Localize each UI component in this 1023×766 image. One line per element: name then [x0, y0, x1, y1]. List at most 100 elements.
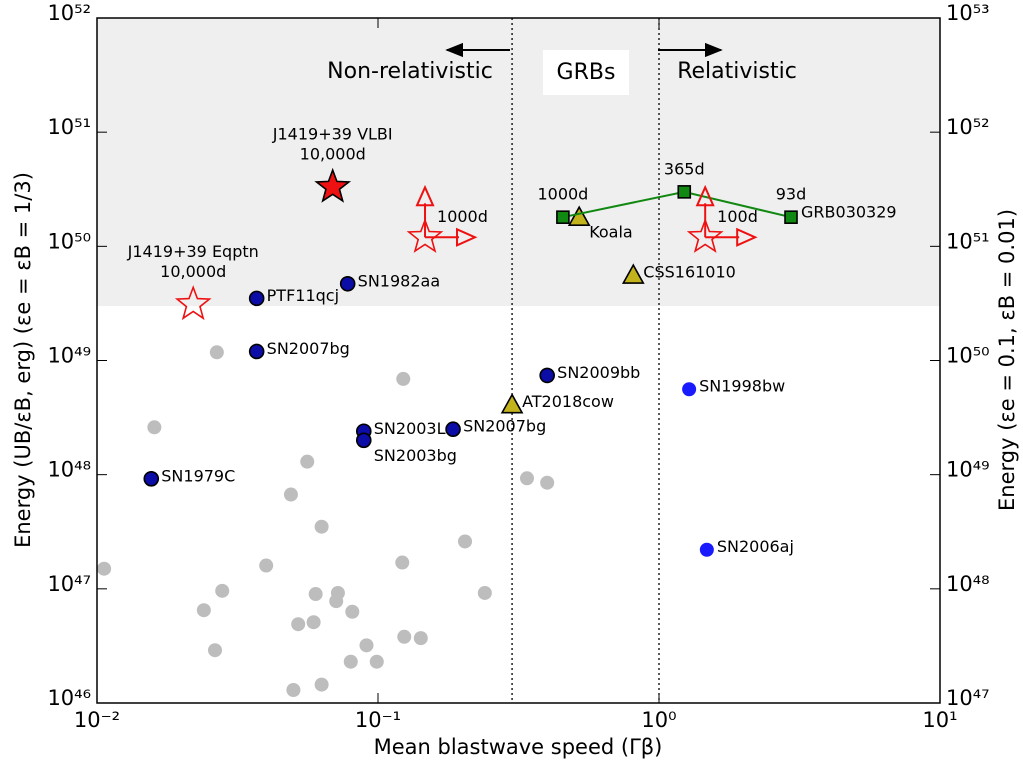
point — [97, 561, 112, 576]
point — [147, 420, 162, 435]
annotation-box — [543, 50, 629, 95]
point-label: 365d — [664, 159, 705, 178]
y-tick-label: 10⁴⁶ — [47, 686, 91, 710]
point — [397, 629, 412, 644]
y-tick-label: 10⁵¹ — [47, 115, 91, 139]
y2-tick-label: 10⁵¹ — [946, 229, 990, 253]
annotation: Relativistic — [677, 59, 797, 84]
point — [259, 558, 274, 573]
point — [699, 542, 714, 557]
y2-tick-label: 10⁴⁸ — [946, 572, 990, 596]
point — [567, 205, 591, 226]
annotation: Non-relativistic — [327, 59, 493, 84]
shaded-region — [97, 18, 940, 307]
y-tick-label: 10⁴⁷ — [47, 572, 91, 596]
point — [339, 275, 356, 292]
point — [196, 603, 211, 618]
point — [458, 534, 473, 549]
point — [369, 654, 384, 669]
point-label: J1419+39 VLBI — [272, 125, 393, 144]
point-label: CSS161010 — [643, 263, 736, 282]
point — [209, 345, 224, 360]
point — [621, 263, 645, 284]
limit-arrow — [736, 227, 758, 247]
point — [345, 604, 360, 619]
point-label: SN2003L — [374, 419, 446, 438]
y-tick-label: 10⁴⁹ — [47, 344, 91, 368]
point — [314, 167, 352, 203]
point-label: 1000d — [437, 207, 488, 226]
y2-tick-label: 10⁵² — [946, 115, 990, 139]
series-label: GRB030329 — [801, 203, 897, 222]
annotation: GRBs — [557, 60, 616, 85]
y2-tick-label: 10⁴⁷ — [946, 686, 990, 710]
point — [291, 617, 306, 632]
point-label: 1000d — [537, 185, 588, 204]
point — [306, 615, 321, 630]
point — [215, 583, 230, 598]
x-tick-label: 10¹ — [922, 708, 957, 732]
point-label: 100d — [717, 207, 758, 226]
point-label: SN2003bg — [374, 446, 457, 465]
point-label: SN1998bw — [699, 377, 785, 396]
point — [208, 643, 223, 658]
point — [143, 471, 160, 487]
point — [314, 677, 329, 692]
y2-tick-label: 10⁴⁹ — [946, 458, 990, 482]
limit-arrow — [415, 184, 435, 207]
point-label: AT2018cow — [522, 392, 614, 411]
point-label: PTF11qcj — [267, 286, 339, 305]
point — [359, 638, 374, 653]
point — [283, 487, 298, 502]
point — [539, 367, 555, 384]
point-label: SN2007bg — [267, 339, 350, 358]
point — [500, 393, 524, 414]
point-label: SN1979C — [161, 466, 235, 485]
y-tick-label: 10⁵⁰ — [47, 229, 91, 253]
y2-tick-label: 10⁵³ — [946, 1, 990, 25]
limit-arrow — [695, 184, 715, 207]
point — [395, 555, 410, 570]
point-label: 10,000d — [300, 145, 366, 164]
point — [308, 587, 323, 602]
point — [477, 585, 492, 600]
point-label: SN1982aa — [358, 271, 440, 290]
point — [248, 343, 265, 360]
y2-axis-label: Energy (εe = 0.1, εB = 0.01) — [995, 209, 1019, 511]
point — [686, 218, 724, 253]
point — [784, 210, 798, 224]
point — [174, 285, 212, 321]
x-tick-label: 10⁻¹ — [355, 708, 401, 732]
point — [286, 682, 301, 697]
point — [445, 421, 461, 438]
point — [519, 471, 534, 486]
point — [355, 432, 372, 449]
point — [343, 654, 358, 669]
point-label: 10,000d — [160, 262, 226, 281]
y-tick-label: 10⁴⁸ — [47, 458, 91, 482]
point — [556, 210, 570, 224]
x-axis-label: Mean blastwave speed (Γβ) — [374, 735, 663, 759]
y-axis-label: Energy (UB/εB, erg) (εe = εB = 1/3) — [11, 172, 35, 548]
y2-tick-label: 10⁵⁰ — [946, 344, 990, 368]
point-label: SN2006aj — [717, 537, 794, 556]
point-label: 93d — [776, 185, 807, 204]
point-label: SN2009bb — [557, 363, 640, 382]
y-tick-label: 10⁵² — [47, 1, 91, 25]
point — [540, 475, 555, 490]
point-label: SN2007bg — [463, 417, 546, 436]
point — [413, 631, 428, 646]
point-label: J1419+39 Eqptn — [127, 242, 259, 261]
point-label: Koala — [589, 223, 633, 242]
limit-arrow — [456, 227, 478, 247]
x-tick-label: 10⁰ — [641, 708, 676, 732]
point — [314, 519, 329, 534]
x-tick-label: 10⁻² — [74, 708, 120, 732]
point — [406, 218, 444, 253]
point — [682, 382, 697, 397]
point — [329, 594, 344, 609]
point — [677, 185, 692, 199]
point — [248, 290, 265, 307]
plot-frame — [96, 17, 941, 704]
